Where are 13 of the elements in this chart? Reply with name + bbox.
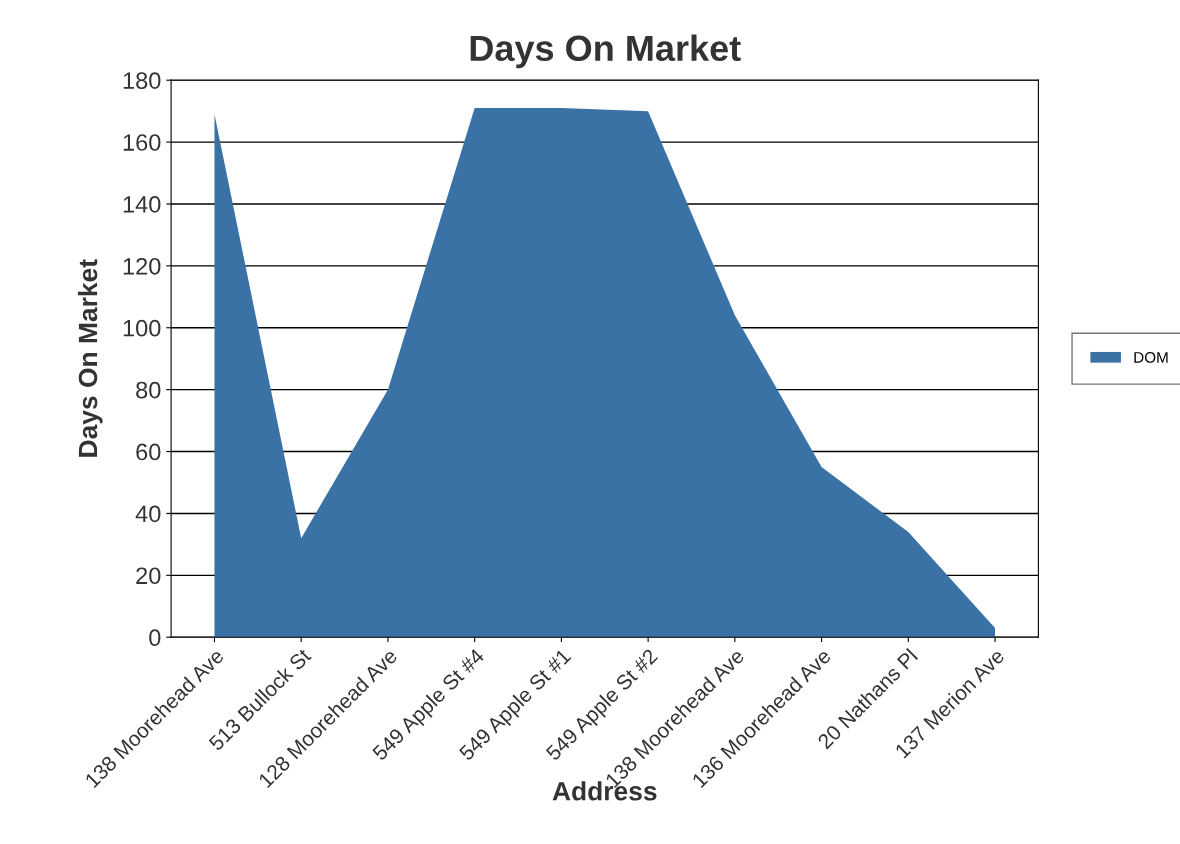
legend-label: DOM — [1134, 351, 1168, 363]
y-tick-label: 140 — [123, 196, 161, 213]
y-tick-label: 0 — [149, 629, 161, 647]
y-tick-label: 100 — [123, 319, 161, 337]
y-tick-label: 80 — [136, 381, 161, 399]
y-axis-title: Days On Market — [77, 259, 103, 457]
y-tick-label: 40 — [135, 505, 161, 523]
y-tick-label: 60 — [136, 443, 161, 461]
chart-title: Days On Market — [470, 34, 741, 69]
y-tick-label: 160 — [123, 134, 161, 151]
y-tick-label: 120 — [123, 257, 161, 275]
y-tick-label: 180 — [123, 72, 161, 89]
y-tick-label: 20 — [136, 567, 161, 585]
